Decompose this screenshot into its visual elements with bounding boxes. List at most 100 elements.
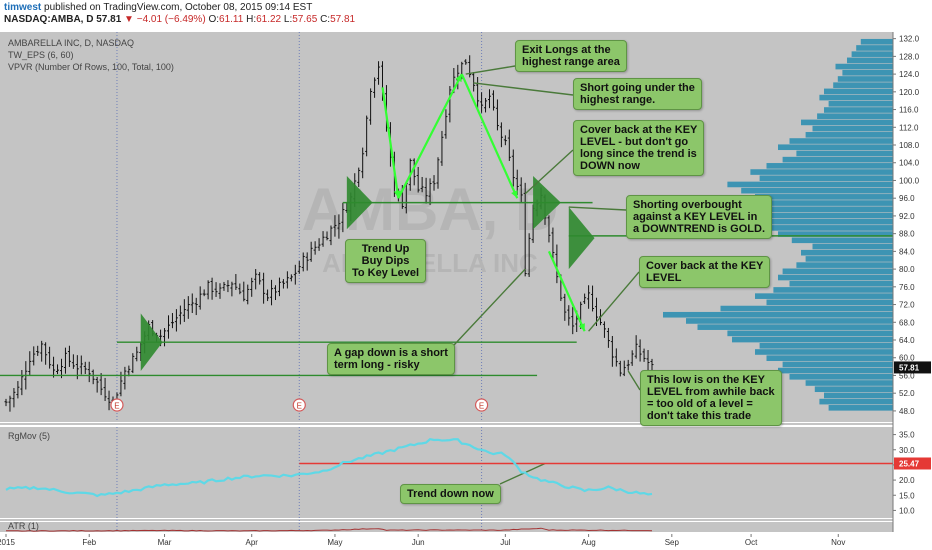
volume-profile-bar [805, 380, 893, 386]
y-tick-label: 88.0 [899, 230, 915, 239]
y-tick-label: 100.0 [899, 176, 920, 185]
volume-profile-bar [805, 256, 893, 262]
volume-profile-bar [856, 45, 893, 51]
y-tick-label: 56.0 [899, 371, 915, 380]
volume-profile-bar [847, 57, 893, 64]
rgmov-tick-label: 20.0 [899, 476, 915, 485]
volume-profile-bar [791, 237, 893, 244]
earnings-marker-label: E [114, 402, 119, 411]
price-change: ▼ −4.01 (−6.49%) [124, 14, 206, 25]
entry-triangle [568, 207, 595, 270]
y-tick-label: 132.0 [899, 35, 920, 44]
y-tick-label: 60.0 [899, 354, 915, 363]
volume-profile-bar [773, 287, 893, 293]
volume-profile-bar [828, 100, 893, 107]
rgmov-level-label: 25.47 [899, 459, 920, 468]
rgmov-line [5, 437, 653, 498]
note-trend-up: Trend Up Buy Dips To Key Level [345, 239, 427, 283]
symbol-quote-line: NASDAQ:AMBA, D 57.81 ▼ −4.01 (−6.49%) O:… [4, 14, 355, 25]
atr-label: ATR (1) [8, 521, 39, 531]
volume-profile-bar [722, 200, 893, 206]
last-price-label-bg [894, 361, 931, 374]
y-tick-label: 120.0 [899, 88, 920, 97]
volume-profile-bar [817, 113, 893, 120]
volume-profile-bar [778, 231, 893, 237]
x-tick-label: Aug [581, 538, 595, 547]
trend-arrow [547, 250, 586, 332]
volume-profile-bar [690, 212, 893, 219]
high-label: H: [246, 14, 257, 25]
note-connector [588, 271, 640, 332]
trend-arrow-head [578, 323, 585, 332]
low-label: L: [283, 14, 293, 25]
volume-profile-bar [842, 69, 893, 76]
y-tick-label: 112.0 [899, 123, 919, 132]
y-tick-label: 108.0 [899, 141, 920, 150]
x-tick-label: Jun [412, 538, 425, 547]
y-tick-label: 84.0 [899, 247, 915, 256]
note-cover-key: Cover back at the KEY LEVEL [639, 256, 771, 288]
note-exit-longs: Exit Longs at the highest range area [515, 40, 627, 72]
study-vpvr-label: VPVR (Number Of Rows, 100, Total, 100) [8, 62, 174, 72]
y-tick-label: 116.0 [899, 106, 919, 115]
note-connector [627, 370, 641, 391]
x-tick-label: Feb [82, 538, 96, 547]
rgmov-tick-label: 15.0 [899, 491, 915, 500]
volume-profile-bar [732, 336, 893, 343]
x-tick-label: May [327, 538, 342, 547]
open-label: O: [208, 14, 220, 25]
rgmov-panel [5, 437, 893, 498]
volume-profile-bar [727, 330, 893, 337]
rgmov-tick-label: 35.0 [899, 431, 915, 440]
earnings-marker [474, 398, 489, 412]
entry-triangle [346, 176, 373, 230]
volume-profile-bar [766, 355, 893, 361]
y-tick-label: 64.0 [899, 336, 915, 345]
last-price: 57.81 [96, 14, 122, 25]
earnings-marker [110, 398, 124, 412]
volume-profile-bar [805, 132, 893, 138]
note-low-key: This low is on the KEY LEVEL from awhile … [640, 370, 782, 426]
axes: 48.0 52.0 56.0 60.0 64.0 68.0 72.0 76.0 80.0 84.0… [0, 32, 932, 550]
y-tick-label: 104.0 [899, 159, 920, 168]
y-tick-label: 48.0 [899, 407, 915, 416]
volume-profile-bar [778, 274, 893, 281]
note-trend-down: Trend down now [400, 484, 501, 504]
author-link[interactable]: timwest [4, 2, 42, 13]
x-tick-label: Sep [665, 538, 680, 547]
y-tick-label: 128.0 [899, 52, 920, 61]
note-connector [465, 65, 516, 75]
close-label: C: [320, 14, 331, 25]
volume-profile-bar [778, 367, 893, 374]
publish-info: timwest published on TradingView.com, Oc… [4, 2, 312, 13]
atr-panel-bg [0, 522, 893, 532]
trend-arrow-head [455, 74, 462, 83]
volume-profile-bar [727, 181, 893, 188]
open-value: 61.11 [219, 14, 244, 25]
volume-profile-bar [814, 386, 893, 393]
entry-triangle [140, 313, 163, 372]
y-tick-label: 124.0 [899, 70, 920, 79]
note-cover-back: Cover back at the KEY LEVEL - but don't g… [573, 120, 705, 176]
volume-profile-bar [697, 324, 893, 330]
volume-profile-bar [824, 88, 893, 95]
volume-profile-bar [828, 405, 893, 411]
volume-profile-bar [837, 76, 893, 82]
volume-profile-bar [851, 51, 893, 57]
x-tick-label: Nov [831, 538, 845, 547]
volume-profile-bar [789, 280, 893, 287]
rgmov-label: RgMov (5) [8, 431, 50, 441]
x-tick-label: 2015 [0, 538, 15, 547]
volume-profile-bar [782, 268, 893, 275]
volume-profile-bar [759, 342, 893, 349]
trend-arrow [460, 73, 519, 199]
symbol-label[interactable]: NASDAQ:AMBA, D [4, 14, 94, 25]
x-tick-label: Mar [158, 538, 172, 547]
time-axis-bg [0, 534, 932, 550]
volume-profile-bar [755, 194, 893, 200]
volume-profile-bar [796, 262, 893, 268]
publish-text: published on TradingView.com, October 08… [44, 2, 313, 13]
rgmov-tick-label: 10.0 [899, 506, 915, 515]
volume-profile-bar [819, 94, 893, 101]
